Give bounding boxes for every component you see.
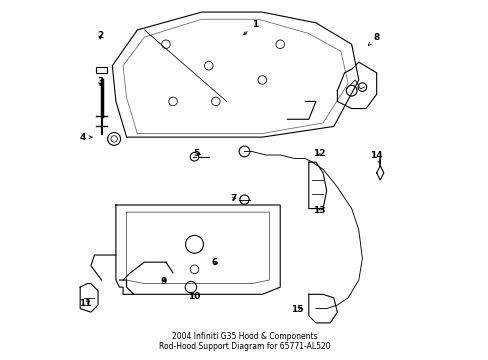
Text: 12: 12 [312, 149, 325, 158]
Text: 10: 10 [187, 292, 200, 301]
Text: 5: 5 [193, 149, 201, 158]
Text: 2: 2 [97, 31, 103, 40]
Text: 13: 13 [312, 206, 325, 215]
Text: 9: 9 [161, 277, 167, 286]
Text: 1: 1 [243, 20, 258, 35]
Text: 11: 11 [79, 299, 92, 308]
Text: 4: 4 [80, 132, 92, 141]
Text: 8: 8 [367, 33, 379, 45]
Text: 7: 7 [229, 194, 236, 203]
Bar [96, 67, 107, 73]
Text: 3: 3 [97, 77, 103, 86]
Text: 2004 Infiniti G35 Hood & Components
Rod-Hood Support Diagram for 65771-AL520: 2004 Infiniti G35 Hood & Components Rod-… [159, 332, 329, 351]
Text: 15: 15 [290, 305, 303, 314]
Text: 6: 6 [211, 258, 217, 267]
Text: 14: 14 [369, 151, 382, 163]
